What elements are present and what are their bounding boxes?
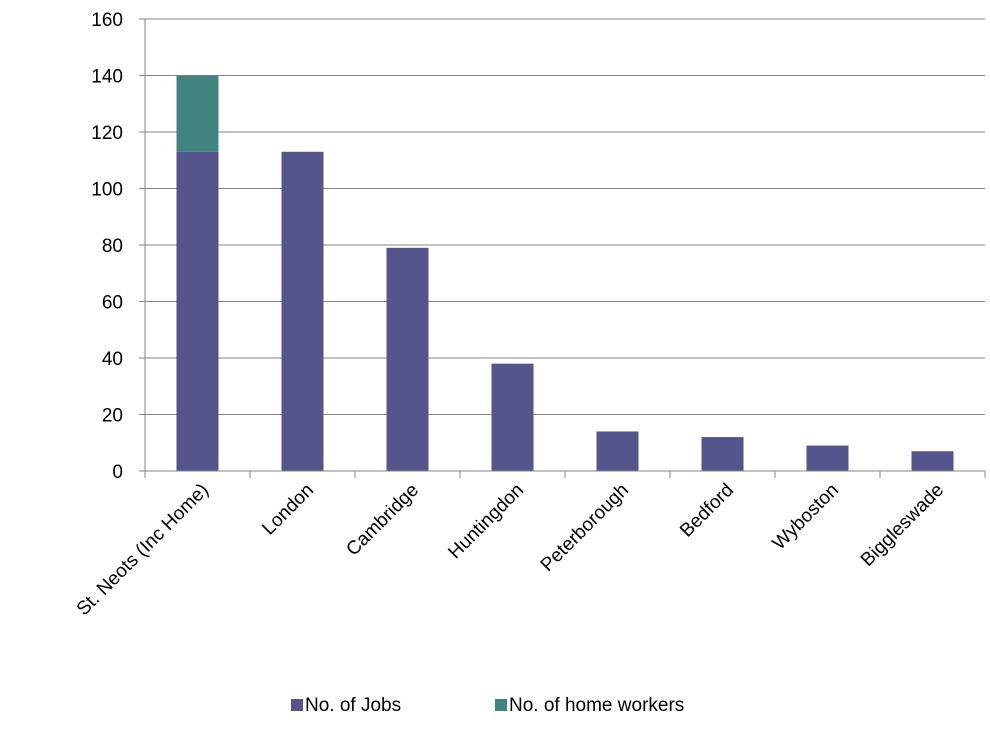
x-tick-label: Biggleswade bbox=[857, 480, 948, 571]
bar-no-of-jobs bbox=[176, 151, 219, 471]
x-tick-label: St. Neots (Inc Home) bbox=[73, 480, 213, 620]
legend-swatch bbox=[291, 699, 303, 711]
legend-label: No. of home workers bbox=[509, 695, 684, 716]
y-tick-label: 20 bbox=[102, 406, 123, 427]
y-tick-label: 160 bbox=[91, 10, 123, 31]
x-axis-ticks: St. Neots (Inc Home) London Cambridge Hunti… bbox=[73, 480, 948, 620]
x-tick-label: Huntingdon bbox=[444, 480, 528, 564]
y-axis-ticks: 0 20 40 60 80 100 120 140 160 bbox=[91, 10, 123, 483]
x-tick-label: Cambridge bbox=[342, 480, 423, 561]
y-tick-label: 120 bbox=[91, 123, 123, 144]
bar-no-of-jobs bbox=[281, 151, 324, 471]
legend-swatch bbox=[495, 699, 507, 711]
bar-no-of-jobs bbox=[806, 445, 849, 471]
bars bbox=[176, 75, 954, 471]
legend-label: No. of Jobs bbox=[305, 695, 401, 716]
y-tick-label: 140 bbox=[91, 67, 123, 88]
bar-no-of-jobs bbox=[491, 363, 534, 471]
bar-no-of-jobs bbox=[386, 247, 429, 471]
bar-no-of-jobs bbox=[911, 451, 954, 471]
legend: No. of Jobs No. of home workers bbox=[291, 695, 684, 716]
axes bbox=[139, 18, 986, 478]
gridlines bbox=[145, 18, 985, 415]
bar-no-of-home-workers bbox=[176, 75, 219, 152]
x-tick-label: Wyboston bbox=[769, 480, 843, 554]
x-tick-label: Peterborough bbox=[537, 480, 633, 576]
y-tick-label: 0 bbox=[112, 462, 123, 483]
x-tick-label: Bedford bbox=[676, 480, 738, 542]
x-tick-label: London bbox=[258, 480, 318, 540]
bar-no-of-jobs bbox=[701, 437, 744, 471]
y-tick-label: 40 bbox=[102, 349, 123, 370]
bar-no-of-jobs bbox=[596, 431, 639, 471]
y-tick-label: 60 bbox=[102, 293, 123, 314]
y-tick-label: 100 bbox=[91, 180, 123, 201]
y-tick-label: 80 bbox=[102, 236, 123, 257]
